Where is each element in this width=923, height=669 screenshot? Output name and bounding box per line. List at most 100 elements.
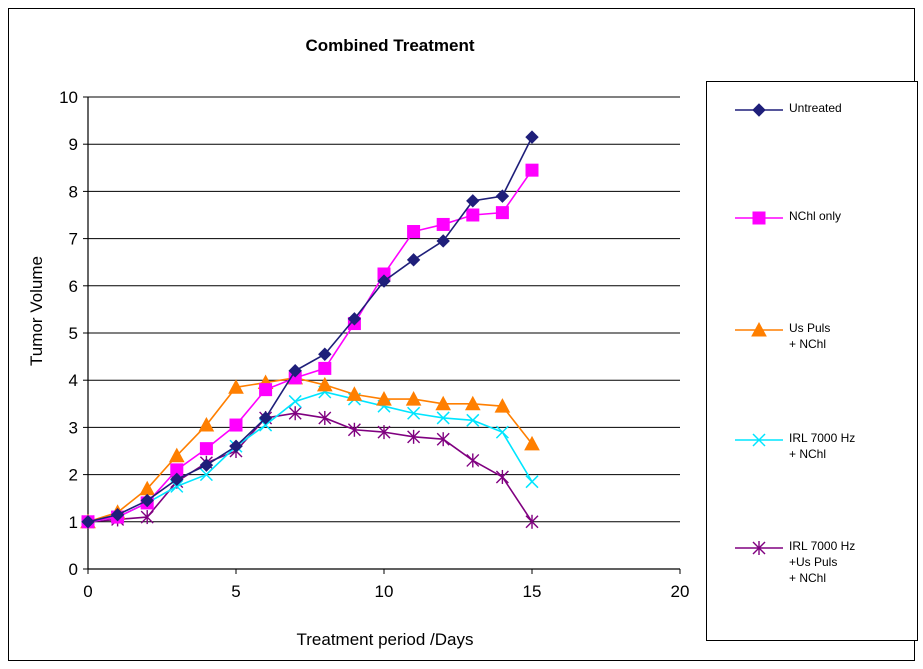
gridlines [88, 96, 680, 523]
data-point-s0-0 [81, 515, 95, 529]
data-point-s3-4 [199, 468, 213, 482]
axes [83, 96, 681, 574]
data-point-s3-11 [407, 406, 421, 420]
series-0 [81, 130, 539, 529]
data-point-s0-15 [525, 130, 539, 144]
data-point-s1-13 [466, 208, 480, 222]
legend-item-2: Us Puls + NChl [707, 320, 919, 390]
data-point-s4-12 [436, 432, 450, 447]
data-point-s3-15-b [525, 475, 539, 489]
legend-swatch-0 [735, 103, 783, 117]
data-point-s4-2 [140, 510, 154, 525]
data-point-s3-13 [466, 413, 480, 427]
data-point-s3-14-b [495, 425, 509, 439]
y-tick-label: 3 [69, 418, 78, 437]
y-tick-label: 4 [69, 371, 78, 390]
data-point-s1-15 [525, 163, 539, 177]
data-point-s0-1 [110, 508, 125, 522]
legend-swatch-marker-3 [752, 433, 766, 447]
data-point-s1-8 [318, 361, 332, 375]
legend: Untreated NChl only Us Puls + NChl IRL 7000… [706, 81, 918, 641]
data-point-s0-4 [199, 458, 214, 472]
data-point-s4-15 [525, 514, 539, 529]
y-tick-label: 2 [69, 466, 78, 485]
series-1 [81, 163, 539, 529]
y-tick-label: 6 [69, 277, 78, 296]
x-axis-label: Treatment period /Days [297, 630, 474, 649]
data-point-s2-3 [168, 447, 185, 463]
y-tick-label: 9 [69, 135, 78, 154]
data-point-s0-10 [377, 274, 391, 288]
legend-swatch-2 [735, 321, 783, 337]
legend-item-0: Untreated [707, 100, 919, 170]
data-point-s4-9 [347, 422, 361, 437]
data-point-s2-5 [228, 379, 244, 394]
data-point-s0-11 [406, 253, 421, 267]
data-point-s0-9 [347, 312, 362, 326]
series-line-1 [87, 169, 533, 523]
y-tick-label: 1 [69, 513, 78, 532]
legend-swatch-marker-3-b [752, 433, 766, 447]
data-point-s3-3-b [170, 479, 184, 493]
x-tick-label: 5 [231, 582, 240, 601]
chart-title: Combined Treatment [305, 36, 474, 55]
data-point-s3-12 [436, 411, 450, 425]
data-point-s1-11 [407, 225, 421, 239]
data-point-s1-6 [259, 383, 273, 397]
data-point-s4-7 [288, 406, 302, 421]
series-line-4 [87, 412, 533, 523]
tick-labels: 0 1 2 3 4 5 6 7 8 9 10 0 5 10 15 20 [59, 88, 689, 601]
legend-label-0: Untreated [789, 101, 842, 115]
data-point-s4-8 [318, 410, 332, 425]
data-point-s3-6-b [259, 418, 273, 432]
data-point-s3-7 [288, 394, 302, 408]
data-point-s0-7 [288, 364, 302, 378]
data-point-s2-13 [464, 395, 481, 411]
legend-swatch-1 [735, 211, 783, 225]
series-4 [81, 406, 539, 529]
data-point-s0-3 [170, 472, 184, 487]
legend-item-3: IRL 7000 Hz + NChl [707, 430, 919, 500]
data-point-s3-13-b [466, 413, 480, 427]
x-tick-label: 0 [83, 582, 92, 601]
legend-label-1: NChl only [789, 209, 842, 223]
data-point-s1-14 [495, 206, 509, 220]
y-tick-label: 8 [69, 182, 78, 201]
data-point-s3-15 [525, 475, 539, 489]
x-tick-label: 15 [523, 582, 542, 601]
y-tick-label: 5 [69, 324, 78, 343]
data-point-s1-12 [436, 217, 450, 231]
chart-frame: Combined Treatment Tumor Volume Treatmen… [8, 8, 918, 661]
y-tick-label: 0 [69, 560, 78, 579]
data-point-s2-4 [198, 416, 215, 432]
data-point-s2-14 [494, 398, 511, 413]
data-point-s0-13 [466, 194, 480, 208]
legend-item-1: NChl only [707, 208, 919, 278]
series-line-0 [87, 136, 533, 523]
data-point-s0-12 [436, 234, 450, 248]
legend-label-4: IRL 7000 Hz +Us Puls + NChl [789, 539, 856, 585]
y-tick-label: 7 [69, 230, 78, 249]
series-group [80, 130, 540, 529]
data-point-s4-11 [407, 429, 421, 444]
data-point-s3-12-b [436, 411, 450, 425]
legend-item-4: IRL 7000 Hz +Us Puls + NChl [707, 538, 919, 608]
series-line-3 [87, 391, 533, 523]
data-point-s3-7-b [288, 394, 302, 408]
legend-swatch-4 [735, 541, 783, 555]
x-tick-label: 10 [375, 582, 394, 601]
data-point-s1-5 [229, 418, 243, 432]
legend-swatch-marker-4 [752, 541, 766, 555]
legend-swatch-marker-2 [751, 321, 767, 337]
legend-label-3: IRL 7000 Hz + NChl [789, 431, 856, 461]
x-tick-label: 20 [671, 582, 690, 601]
data-point-s1-4 [199, 442, 213, 456]
data-point-s4-14 [495, 469, 509, 484]
data-point-s0-14 [495, 189, 510, 203]
data-point-s0-8 [318, 347, 332, 361]
data-point-s2-10 [376, 391, 392, 406]
data-point-s3-4-b [199, 468, 213, 482]
data-point-s2-9 [346, 386, 363, 401]
data-point-s3-11-b [407, 406, 421, 420]
legend-swatch-3 [735, 433, 783, 447]
